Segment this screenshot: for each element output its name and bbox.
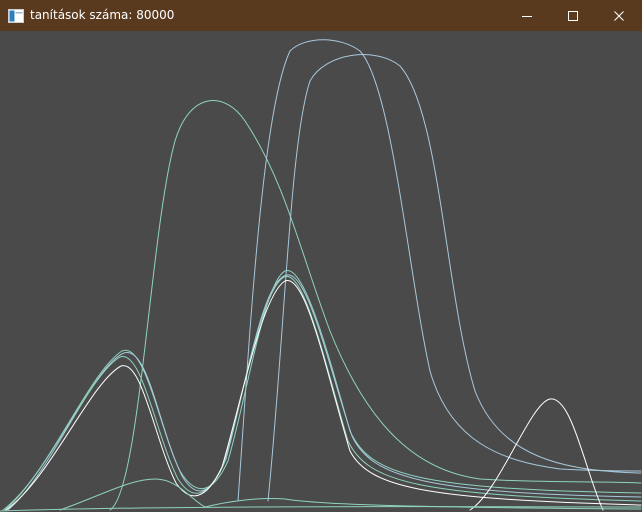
curve-line xyxy=(4,270,642,511)
curve-line xyxy=(469,398,604,511)
curve-line xyxy=(109,100,642,511)
plot-canvas xyxy=(0,31,642,512)
curve-line xyxy=(7,274,642,511)
maximize-button[interactable] xyxy=(550,0,596,31)
window-app-icon xyxy=(8,8,24,24)
curve-line xyxy=(2,275,642,511)
minimize-button[interactable] xyxy=(504,0,550,31)
curve-plot xyxy=(0,39,642,512)
close-icon xyxy=(614,10,624,21)
curve-line xyxy=(267,54,642,502)
maximize-icon xyxy=(568,10,578,21)
curve-line xyxy=(0,506,642,512)
curve-line xyxy=(59,478,642,511)
close-button[interactable] xyxy=(596,0,642,31)
window-title: tanítások száma: 80000 xyxy=(30,8,175,22)
minimize-icon xyxy=(522,15,532,17)
curve-line xyxy=(237,39,642,502)
title-bar[interactable]: tanítások száma: 80000 xyxy=(0,0,642,31)
curve-line xyxy=(5,280,642,511)
window-controls xyxy=(504,0,642,31)
